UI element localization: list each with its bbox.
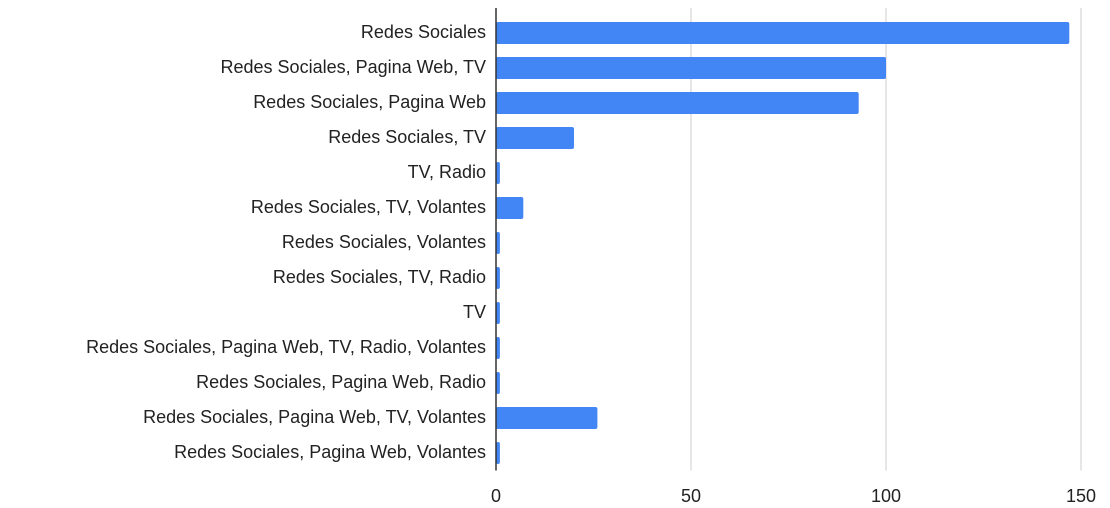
bar: [496, 162, 500, 184]
y-tick-label: Redes Sociales, Pagina Web, TV: [221, 57, 486, 77]
bar: [496, 442, 500, 464]
y-tick-label: Redes Sociales, Volantes: [282, 232, 486, 252]
bar: [496, 197, 524, 219]
y-tick-label: Redes Sociales, Pagina Web: [253, 92, 486, 112]
x-tick-label: 150: [1066, 486, 1096, 506]
y-tick-label: Redes Sociales, TV, Volantes: [251, 197, 486, 217]
x-tick-label: 100: [871, 486, 901, 506]
y-tick-label: Redes Sociales, Pagina Web, TV, Radio, V…: [86, 337, 486, 357]
bar: [496, 57, 886, 79]
y-tick-label: Redes Sociales, Pagina Web, TV, Volantes: [143, 407, 486, 427]
y-tick-label: Redes Sociales: [361, 22, 486, 42]
y-tick-label: Redes Sociales, Pagina Web, Radio: [196, 372, 486, 392]
y-tick-label: Redes Sociales, TV: [328, 127, 486, 147]
bar: [496, 337, 500, 359]
bar: [496, 407, 598, 429]
bar: [496, 22, 1070, 44]
y-tick-label: TV: [463, 302, 486, 322]
bar: [496, 267, 500, 289]
y-tick-label: Redes Sociales, Pagina Web, Volantes: [174, 442, 486, 462]
bar: [496, 92, 859, 114]
y-tick-label: Redes Sociales, TV, Radio: [273, 267, 486, 287]
bar: [496, 232, 500, 254]
y-tick-label: TV, Radio: [408, 162, 486, 182]
bar: [496, 127, 574, 149]
x-tick-label: 50: [681, 486, 701, 506]
bar: [496, 302, 500, 324]
x-tick-label: 0: [491, 486, 501, 506]
bar: [496, 372, 500, 394]
